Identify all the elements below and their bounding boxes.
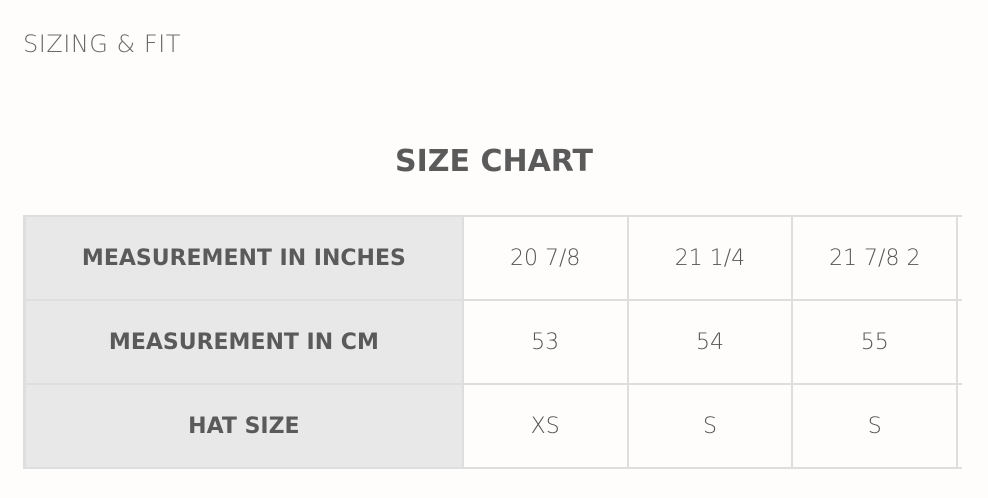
table-cell: S: [626, 383, 794, 469]
table-cell: 54: [626, 299, 794, 385]
table-row: HAT SIZE XS S S: [23, 383, 962, 469]
table-cell: [956, 215, 962, 301]
table-cell: 53: [461, 299, 629, 385]
table-cell: XS: [461, 383, 629, 469]
table-cell: 21 1/4: [626, 215, 794, 301]
table-row: MEASUREMENT IN CM 53 54 55: [23, 299, 962, 385]
row-header: MEASUREMENT IN CM: [23, 299, 464, 385]
table-cell: S: [791, 383, 959, 469]
section-heading-sizing-fit[interactable]: SIZING & FIT: [23, 30, 181, 58]
table-cell: [956, 299, 962, 385]
table-row: MEASUREMENT IN INCHES 20 7/8 21 1/4 21 7/8 …: [23, 215, 962, 301]
table-cell: 55: [791, 299, 959, 385]
table-cell: 20 7/8: [461, 215, 629, 301]
size-chart-title: SIZE CHART: [394, 144, 594, 179]
row-header: MEASUREMENT IN INCHES: [23, 215, 464, 301]
size-chart-table-container[interactable]: MEASUREMENT IN INCHES 20 7/8 21 1/4 21 7/8 …: [23, 215, 962, 469]
table-cell: 21 7/8 2: [791, 215, 959, 301]
table-cell: [956, 383, 962, 469]
size-chart-table: MEASUREMENT IN INCHES 20 7/8 21 1/4 21 7/8 …: [23, 215, 962, 469]
row-header: HAT SIZE: [23, 383, 464, 469]
